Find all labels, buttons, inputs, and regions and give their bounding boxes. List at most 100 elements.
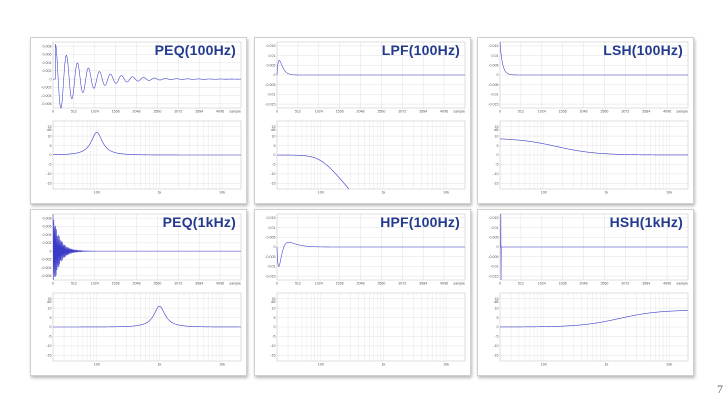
y-tick-label: 0 — [274, 73, 276, 77]
y-tick-label: 0 — [50, 77, 52, 81]
y-tick-label: 0 — [497, 245, 499, 249]
response-curve — [277, 154, 350, 190]
y-tick-label: 0.015 — [490, 216, 499, 220]
y-tick-label: -0.004 — [41, 94, 51, 98]
y-tick-label: 0 — [50, 153, 52, 157]
y-tick-label: -5 — [272, 163, 275, 167]
y-tick-label: 0.004 — [43, 61, 52, 65]
y-tick-label: -10 — [493, 172, 498, 176]
y-tick-label: -10 — [46, 344, 51, 348]
y-axis-label: dB — [271, 128, 276, 132]
y-tick-label: 15 — [48, 297, 52, 301]
y-tick-label: 15 — [272, 125, 276, 129]
x-tick-label: 1536 — [336, 110, 344, 114]
x-tick-label: 100 — [94, 191, 100, 195]
panel-hpf-100hz: 0.015 0.01 0.005 0 -0.005 -0.01 -0.015 0 512 1024… — [254, 209, 471, 376]
x-tick-label: 100 — [94, 363, 100, 367]
impulse-curve — [52, 213, 242, 281]
x-tick-label: 10k — [443, 191, 449, 195]
x-axis-label: sample — [229, 282, 241, 286]
response-curve — [499, 138, 688, 156]
x-tick-label: 2560 — [153, 282, 161, 286]
x-tick-label: 1536 — [112, 282, 120, 286]
x-tick-label: 2560 — [377, 110, 385, 114]
y-tick-label: -0.01 — [267, 265, 275, 269]
panel-lsh-100hz: 0.015 0.01 0.005 0 -0.005 -0.01 -0.015 0 512 1024… — [477, 37, 694, 204]
plot-frame — [52, 213, 242, 281]
x-axis-label: sample — [229, 110, 241, 114]
y-tick-label: -0.01 — [490, 93, 498, 97]
panel-lpf-100hz: 0.015 0.01 0.005 0 -0.005 -0.01 -0.015 0 512 1024… — [254, 37, 471, 204]
y-tick-label: -0.005 — [488, 83, 498, 87]
x-tick-label: 1024 — [91, 110, 99, 114]
y-tick-label: -0.01 — [267, 93, 275, 97]
x-tick-label: 0 — [499, 110, 501, 114]
y-tick-label: 0.005 — [490, 235, 499, 239]
x-axis-label: sample — [453, 110, 465, 114]
x-tick-label: 2560 — [153, 110, 161, 114]
y-tick-label: 0.008 — [43, 44, 52, 48]
x-tick-label: 100 — [318, 363, 324, 367]
x-tick-label: 512 — [518, 110, 524, 114]
y-tick-label: 10 — [495, 134, 499, 138]
x-tick-label: 0 — [276, 282, 278, 286]
x-axis-label: sample — [676, 282, 688, 286]
x-tick-label: 1536 — [112, 110, 120, 114]
y-tick-label: -0.006 — [41, 274, 51, 278]
x-tick-label: 1536 — [559, 110, 567, 114]
x-tick-label: 4096 — [663, 282, 671, 286]
x-tick-label: 2560 — [600, 110, 608, 114]
x-tick-label: 100 — [541, 191, 547, 195]
x-tick-label: 1024 — [315, 110, 323, 114]
x-tick-label: 3584 — [419, 282, 427, 286]
x-tick-label: 4096 — [216, 110, 224, 114]
y-tick-label: -10 — [46, 172, 51, 176]
y-tick-label: 15 — [495, 297, 499, 301]
y-tick-label: 0.008 — [43, 216, 52, 220]
chart-title: LSH(100Hz) — [603, 42, 683, 58]
y-tick-label: 0 — [274, 245, 276, 249]
y-tick-label: 0 — [497, 153, 499, 157]
x-tick-label: 1536 — [336, 282, 344, 286]
x-tick-label: 3072 — [621, 110, 629, 114]
x-tick-label: 10k — [666, 191, 672, 195]
y-tick-label: 15 — [272, 297, 276, 301]
x-tick-label: 3072 — [174, 282, 182, 286]
y-tick-label: 0.002 — [43, 241, 52, 245]
x-tick-label: 1k — [158, 191, 162, 195]
x-tick-label: 1k — [382, 191, 386, 195]
x-tick-label: 1024 — [538, 282, 546, 286]
chart-svg: 0.0080.0060.0040.0020-0.002-0.004-0.0060… — [41, 41, 242, 195]
x-tick-label: 1k — [605, 363, 609, 367]
impulse-curve — [499, 41, 688, 76]
x-tick-label: 3584 — [642, 110, 650, 114]
y-tick-label: 0.005 — [267, 63, 276, 67]
x-tick-label: 512 — [295, 110, 301, 114]
x-tick-label: 10k — [443, 363, 449, 367]
response-curve — [500, 310, 689, 328]
panel-peq-100hz: 0.008 0.006 0.004 0.002 0 -0.002 -0.004 -0.006 0… — [30, 37, 247, 204]
x-tick-label: 0 — [499, 282, 501, 286]
x-tick-label: 2560 — [600, 282, 608, 286]
impulse-curve — [276, 241, 465, 267]
y-tick-label: 0.01 — [492, 226, 499, 230]
x-tick-label: 512 — [71, 110, 77, 114]
x-tick-label: 3584 — [195, 110, 203, 114]
y-axis-label: dB — [494, 300, 499, 304]
x-tick-label: 512 — [295, 282, 301, 286]
y-tick-label: 0.004 — [43, 233, 52, 237]
x-tick-label: 3072 — [174, 110, 182, 114]
impulse-curve — [53, 44, 241, 109]
y-tick-label: 0.005 — [267, 235, 276, 239]
x-tick-label: 2048 — [133, 282, 141, 286]
y-tick-label: 0 — [274, 153, 276, 157]
y-tick-label: 0.006 — [43, 53, 52, 57]
y-tick-label: 10 — [48, 134, 52, 138]
y-tick-label: 0.01 — [269, 54, 276, 58]
y-tick-label: -0.005 — [488, 255, 498, 259]
x-tick-label: 1k — [382, 363, 386, 367]
y-tick-label: -15 — [46, 354, 51, 358]
